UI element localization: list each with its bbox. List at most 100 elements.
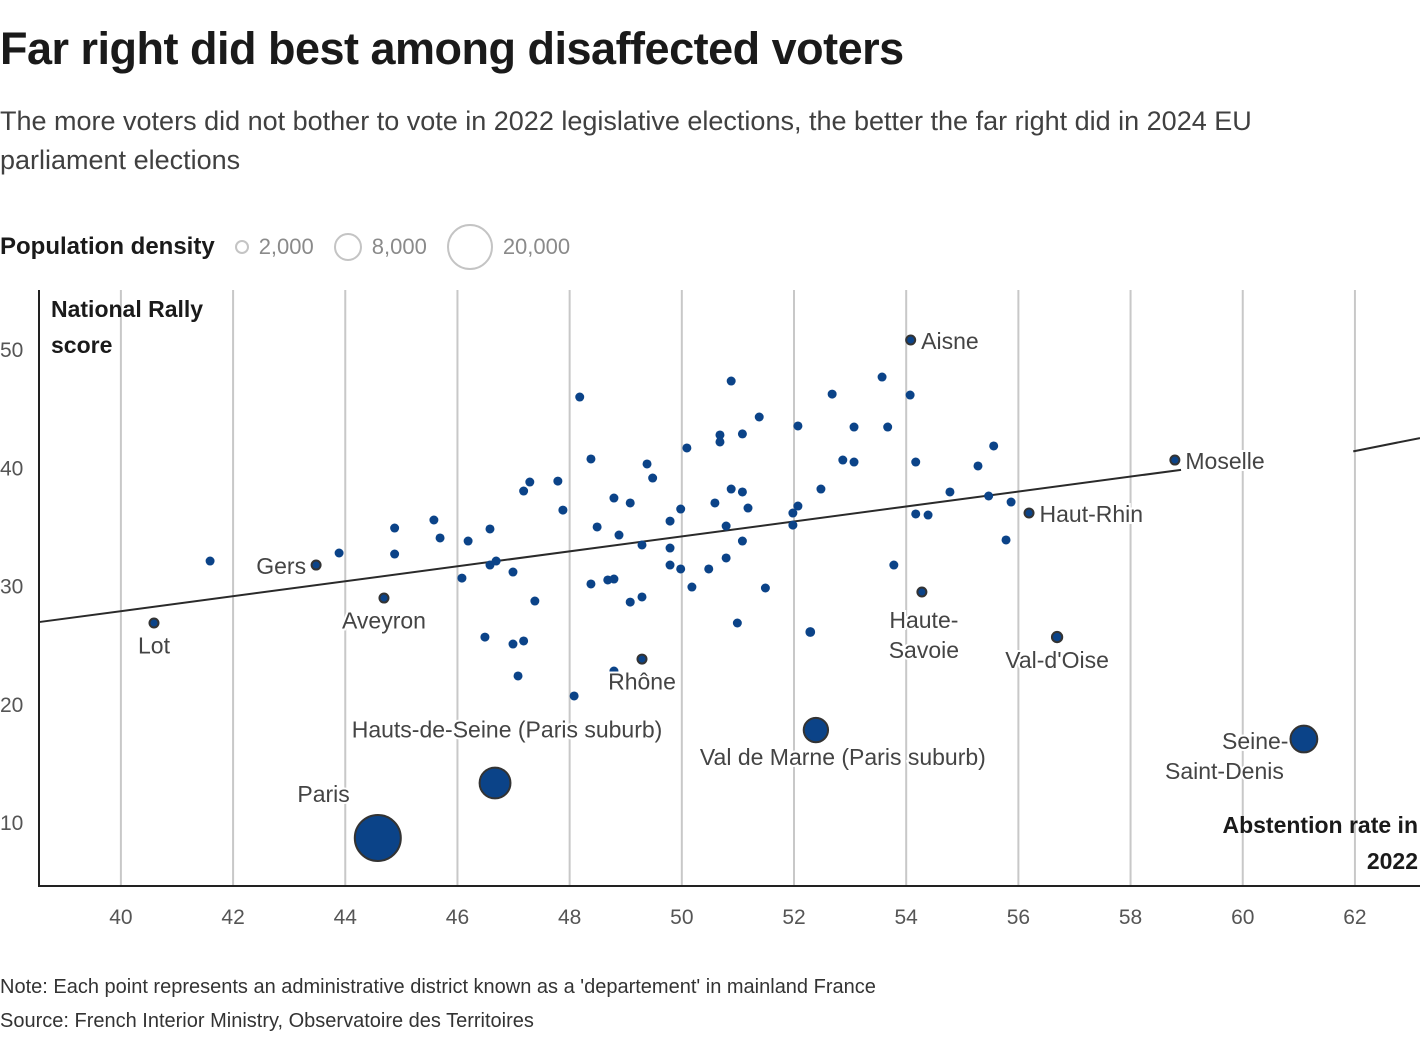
data-point [519, 486, 529, 496]
highlighted-point [1050, 630, 1064, 644]
data-point [721, 521, 731, 531]
data-point [737, 487, 747, 497]
data-point [760, 583, 770, 593]
data-point [592, 522, 602, 532]
point-label: Val-d'Oise [1005, 647, 1109, 673]
highlighted-point [916, 586, 928, 598]
points-group [148, 334, 1319, 862]
x-tick-label: 54 [895, 906, 919, 929]
legend-item-8000: 8,000 [333, 233, 427, 261]
source-note: Source: French Interior Ministry, Observ… [0, 1010, 534, 1032]
data-point [754, 412, 764, 422]
x-axis-title-line1: Abstention rate in [1222, 812, 1418, 838]
chart-subtitle: The more voters did not bother to vote i… [0, 106, 1252, 175]
data-point [637, 592, 647, 602]
legend-label: 2,000 [258, 234, 314, 259]
data-point [849, 422, 859, 432]
data-point [390, 549, 400, 559]
gridlines [119, 290, 1356, 886]
x-tick-label: 52 [782, 906, 805, 929]
data-point [586, 454, 596, 464]
point-label: Aveyron [342, 608, 426, 634]
highlighted-point [353, 813, 402, 862]
data-point [682, 443, 692, 453]
legend-item-20000: 20,000 [446, 224, 570, 270]
data-point [743, 503, 753, 513]
data-point [625, 597, 635, 607]
data-point [726, 376, 736, 386]
highlighted-point [478, 766, 512, 800]
data-point [648, 473, 658, 483]
point-label: Rhône [608, 669, 676, 695]
trend-line [1353, 437, 1420, 453]
highlighted-point [1023, 507, 1035, 519]
data-point [519, 636, 529, 646]
data-point [911, 509, 921, 519]
data-point [676, 564, 686, 574]
tick-labels: 40 42 44 46 48 50 52 54 56 58 60 62 10 20 30 40 50 [0, 339, 1367, 929]
data-point [435, 533, 445, 543]
data-point [205, 556, 215, 566]
size-legend: Population density 2,000 8,000 20,000 [0, 222, 590, 272]
x-tick-label: 62 [1343, 906, 1366, 929]
data-point [558, 505, 568, 515]
data-point [849, 457, 859, 467]
data-point [614, 530, 624, 540]
data-point [457, 573, 467, 583]
point-label: Seine- [1222, 728, 1288, 754]
data-point [676, 504, 686, 514]
x-tick-label: 44 [334, 906, 358, 929]
y-axis-title-line1: National Rally [51, 296, 203, 322]
data-point [637, 540, 647, 550]
x-tick-label: 46 [446, 906, 469, 929]
data-point [721, 553, 731, 563]
y-axis-title-line2: score [51, 332, 112, 358]
highlighted-point [378, 592, 390, 604]
x-tick-label: 40 [109, 906, 132, 929]
highlighted-point [1289, 724, 1319, 754]
point-label: Val de Marne (Paris suburb) [700, 744, 986, 770]
y-tick-label: 30 [0, 576, 23, 599]
point-label: Paris [297, 781, 349, 807]
data-point [911, 457, 921, 467]
data-point [788, 508, 798, 518]
data-point [390, 523, 400, 533]
data-point [665, 516, 675, 526]
data-point [1001, 535, 1011, 545]
y-tick-label: 40 [0, 457, 23, 480]
data-point [508, 567, 518, 577]
data-point [569, 691, 579, 701]
data-point [715, 430, 725, 440]
data-point [530, 596, 540, 606]
footnote: Note: Each point represents an administr… [0, 976, 876, 998]
data-point [491, 556, 501, 566]
x-tick-label: 42 [221, 906, 244, 929]
highlighted-point [148, 617, 160, 629]
data-point [525, 477, 535, 487]
data-point [710, 498, 720, 508]
legend-circle-small-icon [234, 240, 249, 254]
data-point [665, 560, 675, 570]
data-point [726, 484, 736, 494]
point-labels-group: Lot Gers Aveyron Paris Hauts-de-Seine (Paris… [136, 326, 1290, 809]
point-label: Savoie [889, 637, 959, 663]
point-label: Lot [138, 633, 171, 659]
data-point [575, 392, 585, 402]
data-point [429, 515, 439, 525]
data-point [715, 437, 725, 447]
data-point [877, 372, 887, 382]
highlighted-point [636, 653, 648, 665]
legend-circle-large-icon [446, 224, 493, 270]
data-point [838, 455, 848, 465]
y-tick-label: 20 [0, 694, 23, 717]
data-point [827, 389, 837, 399]
data-point [480, 632, 490, 642]
data-point [984, 491, 994, 501]
legend-circle-medium-icon [333, 233, 362, 261]
data-point [586, 579, 596, 589]
data-point [334, 548, 344, 558]
data-point [923, 510, 933, 520]
data-point [704, 564, 714, 574]
y-tick-label: 10 [0, 812, 23, 835]
